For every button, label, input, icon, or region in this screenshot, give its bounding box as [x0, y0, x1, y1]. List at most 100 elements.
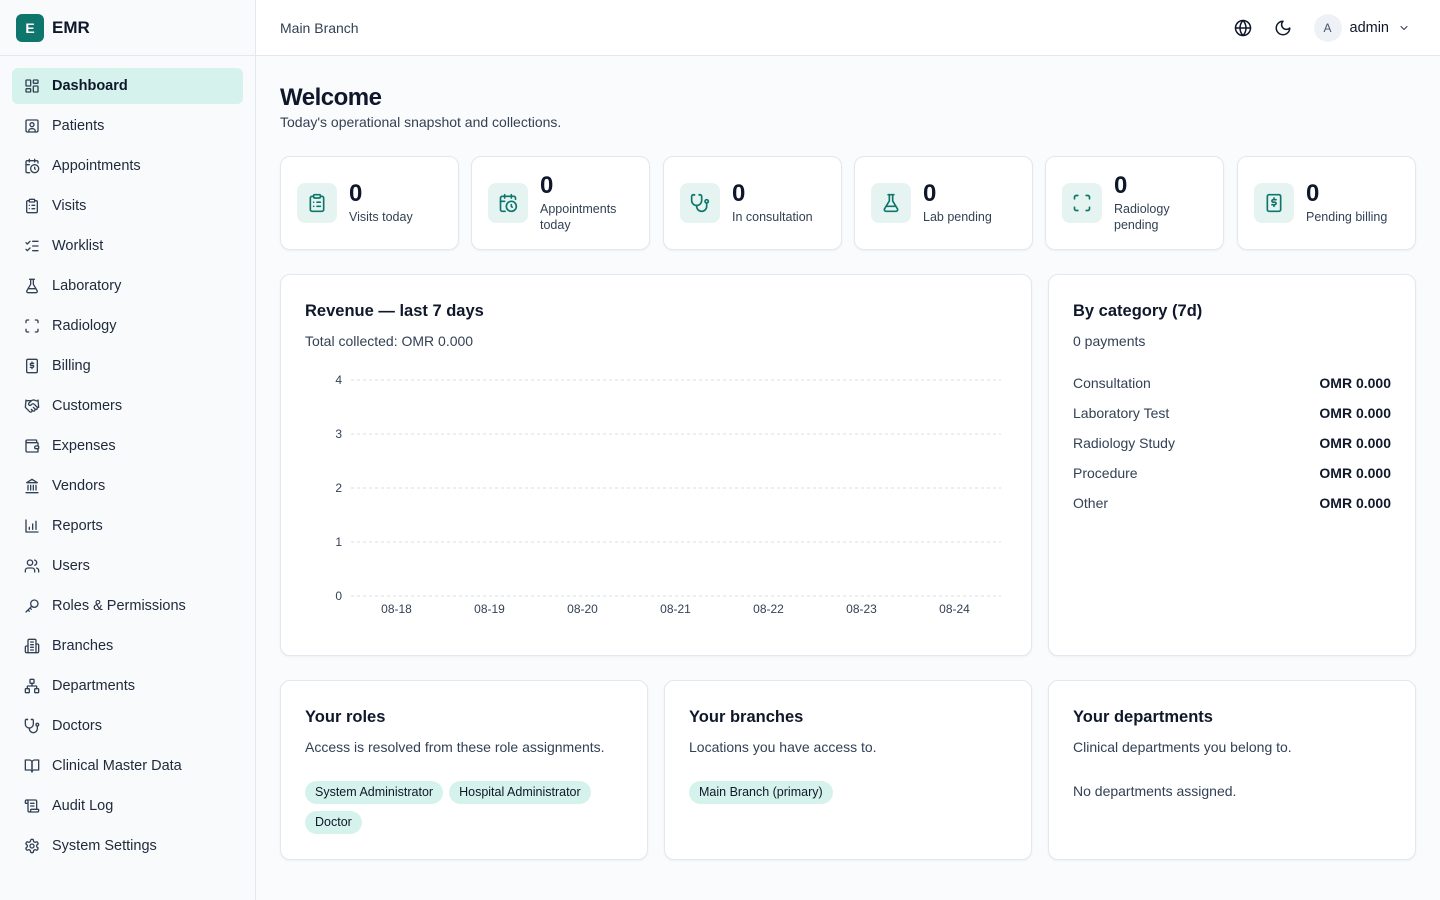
scroll-icon [24, 798, 40, 814]
branch-chips: Main Branch (primary) [689, 781, 1009, 811]
category-value: OMR 0.000 [1319, 495, 1391, 511]
brand[interactable]: E EMR [0, 0, 255, 56]
x-tick-label: 08-23 [846, 602, 877, 616]
branch-chip: Main Branch (primary) [689, 781, 833, 804]
sidebar-item-label: Audit Log [52, 798, 114, 814]
sidebar-item-label: Dashboard [52, 78, 128, 94]
sidebar-item-branches[interactable]: Branches [12, 628, 243, 664]
stat-card-in-consultation[interactable]: 0 In consultation [663, 156, 842, 250]
page-title: Welcome [280, 84, 382, 111]
sidebar-item-worklist[interactable]: Worklist [12, 228, 243, 264]
stat-text: 0 Appointments today [540, 173, 640, 233]
stat-icon-box [871, 183, 911, 223]
sidebar-item-laboratory[interactable]: Laboratory [12, 268, 243, 304]
stat-text: 0 Visits today [349, 181, 413, 225]
stat-label: Pending billing [1306, 210, 1388, 224]
sidebar-item-clinical-master-data[interactable]: Clinical Master Data [12, 748, 243, 784]
stat-text: 0 Lab pending [923, 181, 992, 225]
sidebar-item-label: Reports [52, 518, 103, 534]
clipboard-icon [24, 198, 40, 214]
y-tick-label: 2 [335, 481, 342, 495]
globe-icon[interactable] [1234, 19, 1252, 37]
revenue-chart: 0 1 2 3 4 08-18 08-19 08-20 08-21 08-22 08-23 08-24 [335, 373, 1001, 616]
sidebar-item-patients[interactable]: Patients [12, 108, 243, 144]
sidebar-item-doctors[interactable]: Doctors [12, 708, 243, 744]
stat-value: 0 [349, 180, 363, 207]
moon-icon[interactable] [1274, 19, 1292, 37]
stat-card-appointments-today[interactable]: 0 Appointments today [471, 156, 650, 250]
sidebar: E EMR Dashboard Patients Appointments Visit… [0, 0, 256, 900]
stat-label: In consultation [732, 210, 813, 224]
gear-icon [24, 838, 40, 854]
sidebar-item-radiology[interactable]: Radiology [12, 308, 243, 344]
sidebar-item-label: Doctors [52, 718, 102, 734]
sidebar-item-reports[interactable]: Reports [12, 508, 243, 544]
y-tick-label: 3 [335, 427, 342, 441]
category-name: Laboratory Test [1073, 405, 1170, 421]
sidebar-item-label: Appointments [52, 158, 141, 174]
sidebar-item-label: Radiology [52, 318, 117, 334]
sidebar-item-label: Laboratory [52, 278, 122, 294]
sidebar-item-visits[interactable]: Visits [12, 188, 243, 224]
stat-value: 0 [1306, 180, 1320, 207]
user-menu[interactable]: A admin [1313, 13, 1411, 42]
patient-icon [24, 118, 40, 134]
flask-icon [881, 193, 901, 213]
stethoscope-icon [690, 193, 710, 213]
x-tick-label: 08-21 [660, 602, 691, 616]
sidebar-item-system-settings[interactable]: System Settings [12, 828, 243, 864]
category-list: Consultation OMR 0.000 Laboratory Test OMR … [1073, 375, 1391, 525]
category-row: Radiology Study OMR 0.000 [1073, 435, 1391, 465]
dashboard-icon [24, 78, 40, 94]
checklist-icon [24, 238, 40, 254]
sidebar-item-label: Branches [52, 638, 114, 654]
stat-icon-box [680, 183, 720, 223]
book-icon [24, 758, 40, 774]
roles-title: Your roles [305, 708, 386, 726]
x-tick-label: 08-18 [381, 602, 412, 616]
departments-subtitle: Clinical departments you belong to. [1073, 739, 1292, 755]
stat-icon-box [297, 183, 337, 223]
role-chips: System Administrator Hospital Administrat… [305, 781, 625, 841]
category-row: Other OMR 0.000 [1073, 495, 1391, 525]
stat-card-pending-billing[interactable]: 0 Pending billing [1237, 156, 1416, 250]
sidebar-item-departments[interactable]: Departments [12, 668, 243, 704]
sidebar-item-vendors[interactable]: Vendors [12, 468, 243, 504]
stat-label: Appointments today [540, 202, 617, 232]
y-tick-label: 4 [335, 373, 342, 387]
branches-subtitle: Locations you have access to. [689, 739, 877, 755]
sidebar-item-label: Visits [52, 198, 87, 214]
user-name: admin [1349, 19, 1390, 36]
category-name: Procedure [1073, 465, 1138, 481]
stat-value: 0 [923, 180, 937, 207]
flask-icon [24, 278, 40, 294]
sidebar-item-expenses[interactable]: Expenses [12, 428, 243, 464]
sidebar-item-users[interactable]: Users [12, 548, 243, 584]
scan-icon [24, 318, 40, 334]
stat-card-radiology-pending[interactable]: 0 Radiology pending [1045, 156, 1224, 250]
sidebar-item-audit-log[interactable]: Audit Log [12, 788, 243, 824]
x-tick-label: 08-19 [474, 602, 505, 616]
sidebar-item-dashboard[interactable]: Dashboard [12, 68, 243, 104]
revenue-card: Revenue — last 7 days Total collected: O… [280, 274, 1032, 656]
sidebar-item-label: Billing [52, 358, 91, 374]
stat-card-visits-today[interactable]: 0 Visits today [280, 156, 459, 250]
stat-icon-box [1254, 183, 1294, 223]
stat-card-lab-pending[interactable]: 0 Lab pending [854, 156, 1033, 250]
sidebar-item-label: Clinical Master Data [52, 758, 182, 774]
category-card: By category (7d) 0 payments Consultation… [1048, 274, 1416, 656]
sidebar-item-billing[interactable]: Billing [12, 348, 243, 384]
current-branch[interactable]: Main Branch [280, 19, 359, 36]
sidebar-item-roles-and-permissions[interactable]: Roles & Permissions [12, 588, 243, 624]
receipt-icon [24, 358, 40, 374]
sidebar-item-customers[interactable]: Customers [12, 388, 243, 424]
wallet-icon [24, 438, 40, 454]
category-value: OMR 0.000 [1319, 375, 1391, 391]
revenue-total: Total collected: OMR 0.000 [305, 333, 474, 349]
departments-title: Your departments [1073, 708, 1213, 726]
category-value: OMR 0.000 [1319, 465, 1391, 481]
main-content: Welcome Today's operational snapshot and… [256, 56, 1440, 900]
brand-name: EMR [52, 17, 90, 37]
sidebar-item-appointments[interactable]: Appointments [12, 148, 243, 184]
bank-icon [24, 478, 40, 494]
